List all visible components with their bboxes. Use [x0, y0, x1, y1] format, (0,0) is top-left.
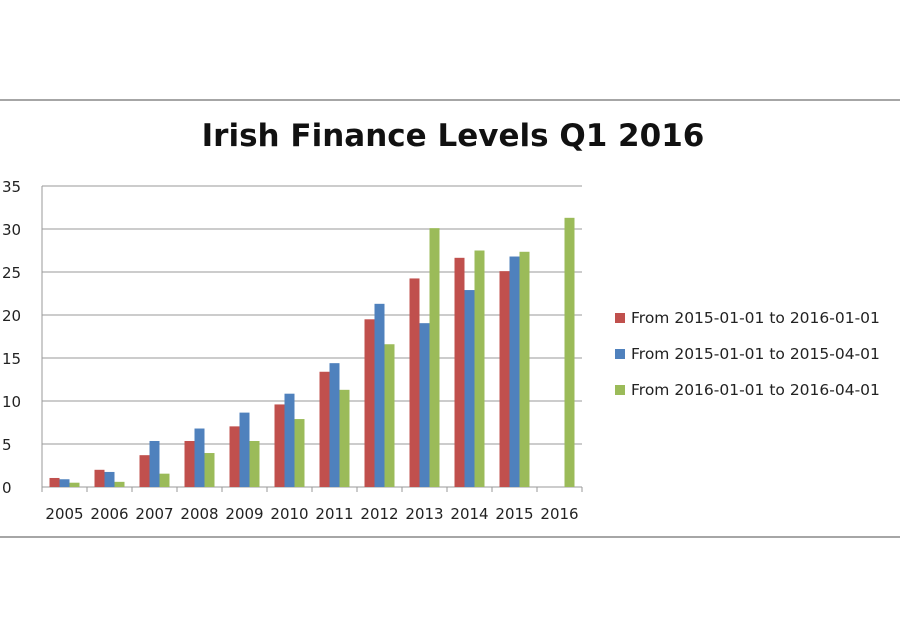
x-tick-label: 2009	[225, 505, 263, 523]
legend-swatch	[615, 313, 625, 323]
bar-2009-series-1	[229, 426, 240, 487]
bar-2015-series-1	[499, 271, 510, 487]
bar-2009-series-2	[239, 412, 250, 487]
x-tick-label: 2008	[180, 505, 218, 523]
bar-2008-series-2	[194, 428, 205, 487]
bottom-divider	[0, 536, 900, 538]
bar-2007-series-1	[139, 455, 150, 487]
x-tick-label: 2014	[450, 505, 488, 523]
y-tick-label: 20	[2, 307, 21, 325]
bar-2005-series-3	[69, 482, 80, 487]
bar-2012-series-2	[374, 303, 385, 487]
bar-2006-series-3	[114, 481, 125, 487]
bar-2011-series-2	[329, 363, 340, 487]
bar-2005-series-2	[59, 479, 70, 487]
bar-2010-series-2	[284, 393, 295, 487]
y-tick-label: 30	[2, 221, 21, 239]
y-tick-label: 0	[2, 479, 12, 497]
legend-swatch	[615, 349, 625, 359]
bar-2011-series-3	[339, 389, 350, 487]
x-tick-label: 2015	[495, 505, 533, 523]
y-tick-label: 35	[2, 178, 21, 196]
y-tick-label: 5	[2, 436, 12, 454]
bar-2015-series-3	[519, 251, 530, 487]
y-tick-label: 10	[2, 393, 21, 411]
bar-2009-series-3	[249, 440, 260, 487]
x-tick-label: 2010	[270, 505, 308, 523]
x-tick-label: 2005	[45, 505, 83, 523]
legend-label: From 2015-01-01 to 2015-04-01	[631, 345, 880, 363]
bar-2008-series-1	[184, 440, 195, 487]
bar-2014-series-1	[454, 257, 465, 487]
bar-2010-series-1	[274, 404, 285, 487]
bar-2012-series-3	[384, 344, 395, 487]
bar-2016-series-3	[564, 217, 575, 487]
bar-2013-series-1	[409, 278, 420, 487]
bar-2011-series-1	[319, 371, 330, 487]
bar-2013-series-3	[429, 228, 440, 487]
bar-2006-series-1	[94, 469, 105, 487]
x-tick-label: 2006	[90, 505, 128, 523]
legend: From 2015-01-01 to 2016-01-01 From 2015-0…	[615, 300, 880, 408]
legend-item: From 2016-01-01 to 2016-04-01	[615, 372, 880, 408]
bar-2008-series-3	[204, 453, 215, 487]
bar-2014-series-2	[464, 290, 475, 487]
legend-label: From 2015-01-01 to 2016-01-01	[631, 309, 880, 327]
x-tick-label: 2012	[360, 505, 398, 523]
x-tick-label: 2013	[405, 505, 443, 523]
bar-2007-series-3	[159, 473, 170, 487]
x-tick-label: 2007	[135, 505, 173, 523]
chart-title: Irish Finance Levels Q1 2016	[201, 118, 705, 154]
bar-2013-series-2	[419, 323, 430, 487]
bar-2005-series-1	[49, 477, 60, 487]
legend-item: From 2015-01-01 to 2015-04-01	[615, 336, 880, 372]
bar-2006-series-2	[104, 471, 115, 487]
x-tick-label: 2016	[540, 505, 578, 523]
bar-2012-series-1	[364, 319, 375, 487]
x-tick-label: 2011	[315, 505, 353, 523]
bar-2007-series-2	[149, 440, 160, 487]
legend-item: From 2015-01-01 to 2016-01-01	[615, 300, 880, 336]
top-divider	[0, 99, 900, 101]
legend-label: From 2016-01-01 to 2016-04-01	[631, 381, 880, 399]
legend-swatch	[615, 385, 625, 395]
y-tick-label: 25	[2, 264, 21, 282]
bar-2015-series-2	[509, 256, 520, 487]
bar-2014-series-3	[474, 250, 485, 487]
y-tick-label: 15	[2, 350, 21, 368]
bar-2010-series-3	[294, 419, 305, 487]
